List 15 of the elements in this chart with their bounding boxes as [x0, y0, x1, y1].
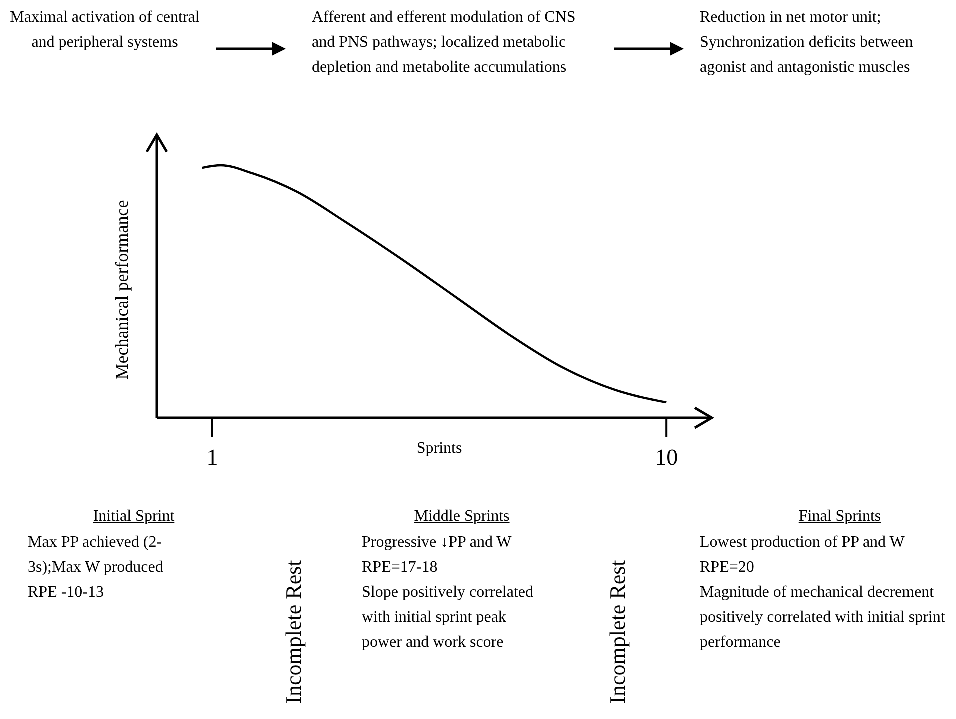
- text: Max PP achieved (2-3s);Max W produced RPE -10-13: [28, 533, 164, 603]
- text: Afferent and efferent modulation of CNS and PNS pathways; localized metabolic depletion and metabolite accumulations: [312, 8, 577, 78]
- text: Incomplete Rest: [605, 560, 630, 704]
- text: Incomplete Rest: [281, 560, 306, 704]
- x-axis-title: Sprints: [416, 440, 462, 457]
- text: Progressive ↓PP and W RPE=17-18 Slope positively correlated with initial sprint peak power and work score: [362, 533, 535, 653]
- text: Reduction in net motor unit; Synchronization deficits between agonist and antagonistic muscles: [700, 8, 914, 78]
- text: Final Sprints: [798, 507, 882, 527]
- text: Middle Sprints: [413, 507, 511, 527]
- text: Lowest production of PP and W RPE=20 Magnitude of mechanical decrement positively correlated with initial sprint performance: [700, 533, 946, 653]
- x-tick-label: 10: [655, 445, 678, 470]
- text: Maximal activation of central and peripheral systems: [10, 8, 200, 53]
- x-tick-label: 1: [206, 445, 218, 470]
- y-axis-title: Mechanical performance: [112, 200, 132, 380]
- text: Initial Sprint: [92, 507, 176, 527]
